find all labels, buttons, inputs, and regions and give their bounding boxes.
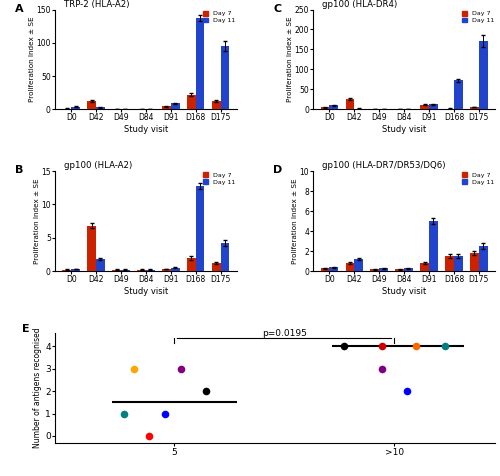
Bar — [96, 107, 105, 109]
Bar — [88, 101, 96, 109]
Bar — [112, 270, 121, 271]
Point — [340, 343, 348, 350]
Y-axis label: Proliferation Index ± SE: Proliferation Index ± SE — [29, 17, 35, 102]
Text: D: D — [273, 165, 282, 175]
Point — [378, 343, 386, 350]
Text: B: B — [15, 165, 24, 175]
Bar — [171, 103, 179, 109]
Bar — [454, 256, 462, 271]
Bar — [379, 268, 388, 271]
Text: TRP-2 (HLA-A2): TRP-2 (HLA-A2) — [64, 0, 130, 9]
Point — [403, 387, 411, 395]
Bar — [96, 259, 105, 271]
Bar — [162, 269, 171, 271]
Bar — [429, 104, 438, 109]
Bar — [346, 263, 354, 271]
Point — [176, 365, 184, 373]
Bar — [196, 186, 204, 271]
Bar — [396, 269, 404, 271]
Point — [120, 410, 128, 417]
Point — [440, 343, 448, 350]
Legend: Day 7, Day 11: Day 7, Day 11 — [462, 172, 494, 185]
Bar — [420, 105, 429, 109]
Point — [130, 365, 138, 373]
Bar — [187, 258, 196, 271]
Bar — [171, 268, 179, 271]
Point — [146, 432, 154, 440]
Text: E: E — [22, 324, 30, 334]
Bar — [330, 105, 338, 109]
Bar — [354, 259, 363, 271]
X-axis label: Study visit: Study visit — [124, 125, 168, 134]
Legend: Day 7, Day 11: Day 7, Day 11 — [204, 11, 236, 23]
Point — [378, 365, 386, 373]
Text: gp100 (HLA-A2): gp100 (HLA-A2) — [64, 161, 132, 170]
Bar — [404, 268, 413, 271]
Bar — [320, 268, 330, 271]
Bar — [187, 95, 196, 109]
Text: p=0.0195: p=0.0195 — [262, 328, 307, 337]
Bar — [146, 270, 154, 271]
Y-axis label: Proliferation Index ± SE: Proliferation Index ± SE — [292, 178, 298, 264]
Bar — [121, 270, 130, 271]
Bar — [212, 101, 220, 109]
X-axis label: Study visit: Study visit — [124, 287, 168, 296]
Legend: Day 7, Day 11: Day 7, Day 11 — [462, 11, 494, 23]
Bar — [479, 40, 488, 109]
Point — [161, 410, 169, 417]
Bar — [370, 269, 379, 271]
Bar — [470, 107, 479, 109]
Bar — [454, 80, 462, 109]
Bar — [88, 226, 96, 271]
Text: gp100 (HLA-DR4): gp100 (HLA-DR4) — [322, 0, 398, 9]
Point — [202, 387, 210, 395]
Legend: Day 7, Day 11: Day 7, Day 11 — [204, 172, 236, 185]
Bar — [479, 246, 488, 271]
Bar — [137, 270, 146, 271]
Bar — [220, 243, 230, 271]
Bar — [320, 107, 330, 109]
Text: C: C — [273, 3, 281, 13]
Y-axis label: Proliferation Index ± SE: Proliferation Index ± SE — [287, 17, 293, 102]
X-axis label: Study visit: Study visit — [382, 125, 426, 134]
Bar — [212, 263, 220, 271]
X-axis label: Study visit: Study visit — [382, 287, 426, 296]
Bar — [429, 221, 438, 271]
Bar — [220, 46, 230, 109]
Bar — [346, 99, 354, 109]
Bar — [196, 18, 204, 109]
Point — [412, 343, 420, 350]
Bar — [445, 256, 454, 271]
Bar — [420, 263, 429, 271]
Bar — [71, 269, 80, 271]
Y-axis label: Number of antigens recognised: Number of antigens recognised — [34, 327, 42, 448]
Text: A: A — [15, 3, 24, 13]
Bar — [162, 106, 171, 109]
Bar — [71, 107, 80, 109]
Bar — [62, 270, 71, 271]
Bar — [470, 253, 479, 271]
Text: gp100 (HLA-DR7/DR53/DQ6): gp100 (HLA-DR7/DR53/DQ6) — [322, 161, 446, 170]
Y-axis label: Proliferation Index ± SE: Proliferation Index ± SE — [34, 178, 40, 264]
Bar — [330, 267, 338, 271]
